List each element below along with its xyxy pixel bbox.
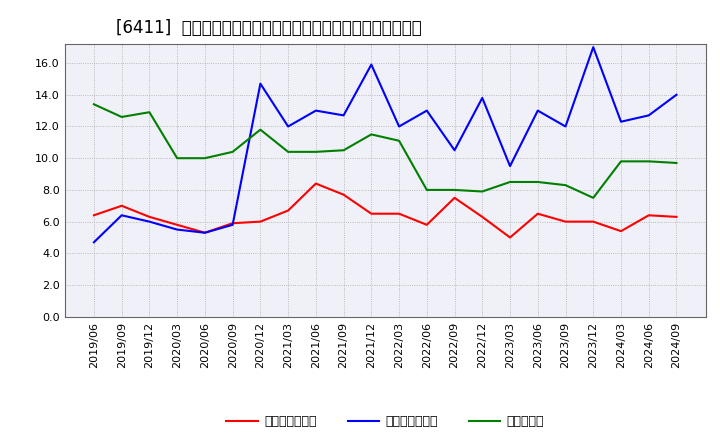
在庫回転率 xyxy=(478,189,487,194)
在庫回転率 xyxy=(256,127,265,132)
売上債権回転率 xyxy=(644,213,653,218)
売上債権回転率 xyxy=(312,181,320,186)
売上債権回転率 xyxy=(450,195,459,201)
在庫回転率 xyxy=(145,110,154,115)
買入債務回転率 xyxy=(173,227,181,232)
売上債権回転率 xyxy=(561,219,570,224)
買入債務回転率 xyxy=(505,164,514,169)
買入債務回転率 xyxy=(478,95,487,101)
買入債務回転率 xyxy=(256,81,265,86)
売上債権回転率 xyxy=(395,211,403,216)
売上債権回転率 xyxy=(228,220,237,226)
Legend: 売上債権回転率, 買入債務回転率, 在庫回転率: 売上債権回転率, 買入債務回転率, 在庫回転率 xyxy=(222,411,549,433)
売上債権回転率 xyxy=(367,211,376,216)
買入債務回転率 xyxy=(561,124,570,129)
買入債務回転率 xyxy=(312,108,320,113)
在庫回転率 xyxy=(284,149,292,154)
在庫回転率 xyxy=(339,148,348,153)
在庫回転率 xyxy=(450,187,459,193)
売上債権回転率 xyxy=(616,228,625,234)
売上債権回転率 xyxy=(589,219,598,224)
在庫回転率 xyxy=(644,159,653,164)
Line: 買入債務回転率: 買入債務回転率 xyxy=(94,47,677,242)
売上債権回転率 xyxy=(339,192,348,197)
売上債権回転率 xyxy=(117,203,126,209)
買入債務回転率 xyxy=(534,108,542,113)
買入債務回転率 xyxy=(367,62,376,67)
売上債権回転率 xyxy=(89,213,98,218)
買入債務回転率 xyxy=(644,113,653,118)
在庫回転率 xyxy=(395,138,403,143)
売上債権回転率 xyxy=(505,235,514,240)
売上債権回転率 xyxy=(256,219,265,224)
売上債権回転率 xyxy=(478,214,487,220)
在庫回転率 xyxy=(89,102,98,107)
在庫回転率 xyxy=(423,187,431,193)
売上債権回転率 xyxy=(672,214,681,220)
在庫回転率 xyxy=(201,156,210,161)
売上債権回転率 xyxy=(534,211,542,216)
買入債務回転率 xyxy=(672,92,681,97)
買入債務回転率 xyxy=(228,222,237,227)
買入債務回転率 xyxy=(89,240,98,245)
在庫回転率 xyxy=(616,159,625,164)
売上債権回転率 xyxy=(173,222,181,227)
売上債権回転率 xyxy=(423,222,431,227)
Text: [6411]  売上債権回転率、買入債務回転率、在庫回転率の推移: [6411] 売上債権回転率、買入債務回転率、在庫回転率の推移 xyxy=(116,19,422,37)
買入債務回転率 xyxy=(284,124,292,129)
在庫回転率 xyxy=(117,114,126,120)
買入債務回転率 xyxy=(450,148,459,153)
Line: 在庫回転率: 在庫回転率 xyxy=(94,104,677,198)
在庫回転率 xyxy=(672,160,681,165)
買入債務回転率 xyxy=(117,213,126,218)
買入債務回転率 xyxy=(589,44,598,50)
在庫回転率 xyxy=(173,156,181,161)
売上債権回転率 xyxy=(284,208,292,213)
在庫回転率 xyxy=(505,180,514,185)
買入債務回転率 xyxy=(145,219,154,224)
売上債権回転率 xyxy=(201,230,210,235)
Line: 売上債権回転率: 売上債権回転率 xyxy=(94,183,677,238)
在庫回転率 xyxy=(312,149,320,154)
在庫回転率 xyxy=(228,149,237,154)
買入債務回転率 xyxy=(395,124,403,129)
買入債務回転率 xyxy=(339,113,348,118)
在庫回転率 xyxy=(534,180,542,185)
売上債権回転率 xyxy=(145,214,154,220)
在庫回転率 xyxy=(367,132,376,137)
在庫回転率 xyxy=(561,183,570,188)
買入債務回転率 xyxy=(201,230,210,235)
買入債務回転率 xyxy=(423,108,431,113)
在庫回転率 xyxy=(589,195,598,201)
買入債務回転率 xyxy=(616,119,625,125)
